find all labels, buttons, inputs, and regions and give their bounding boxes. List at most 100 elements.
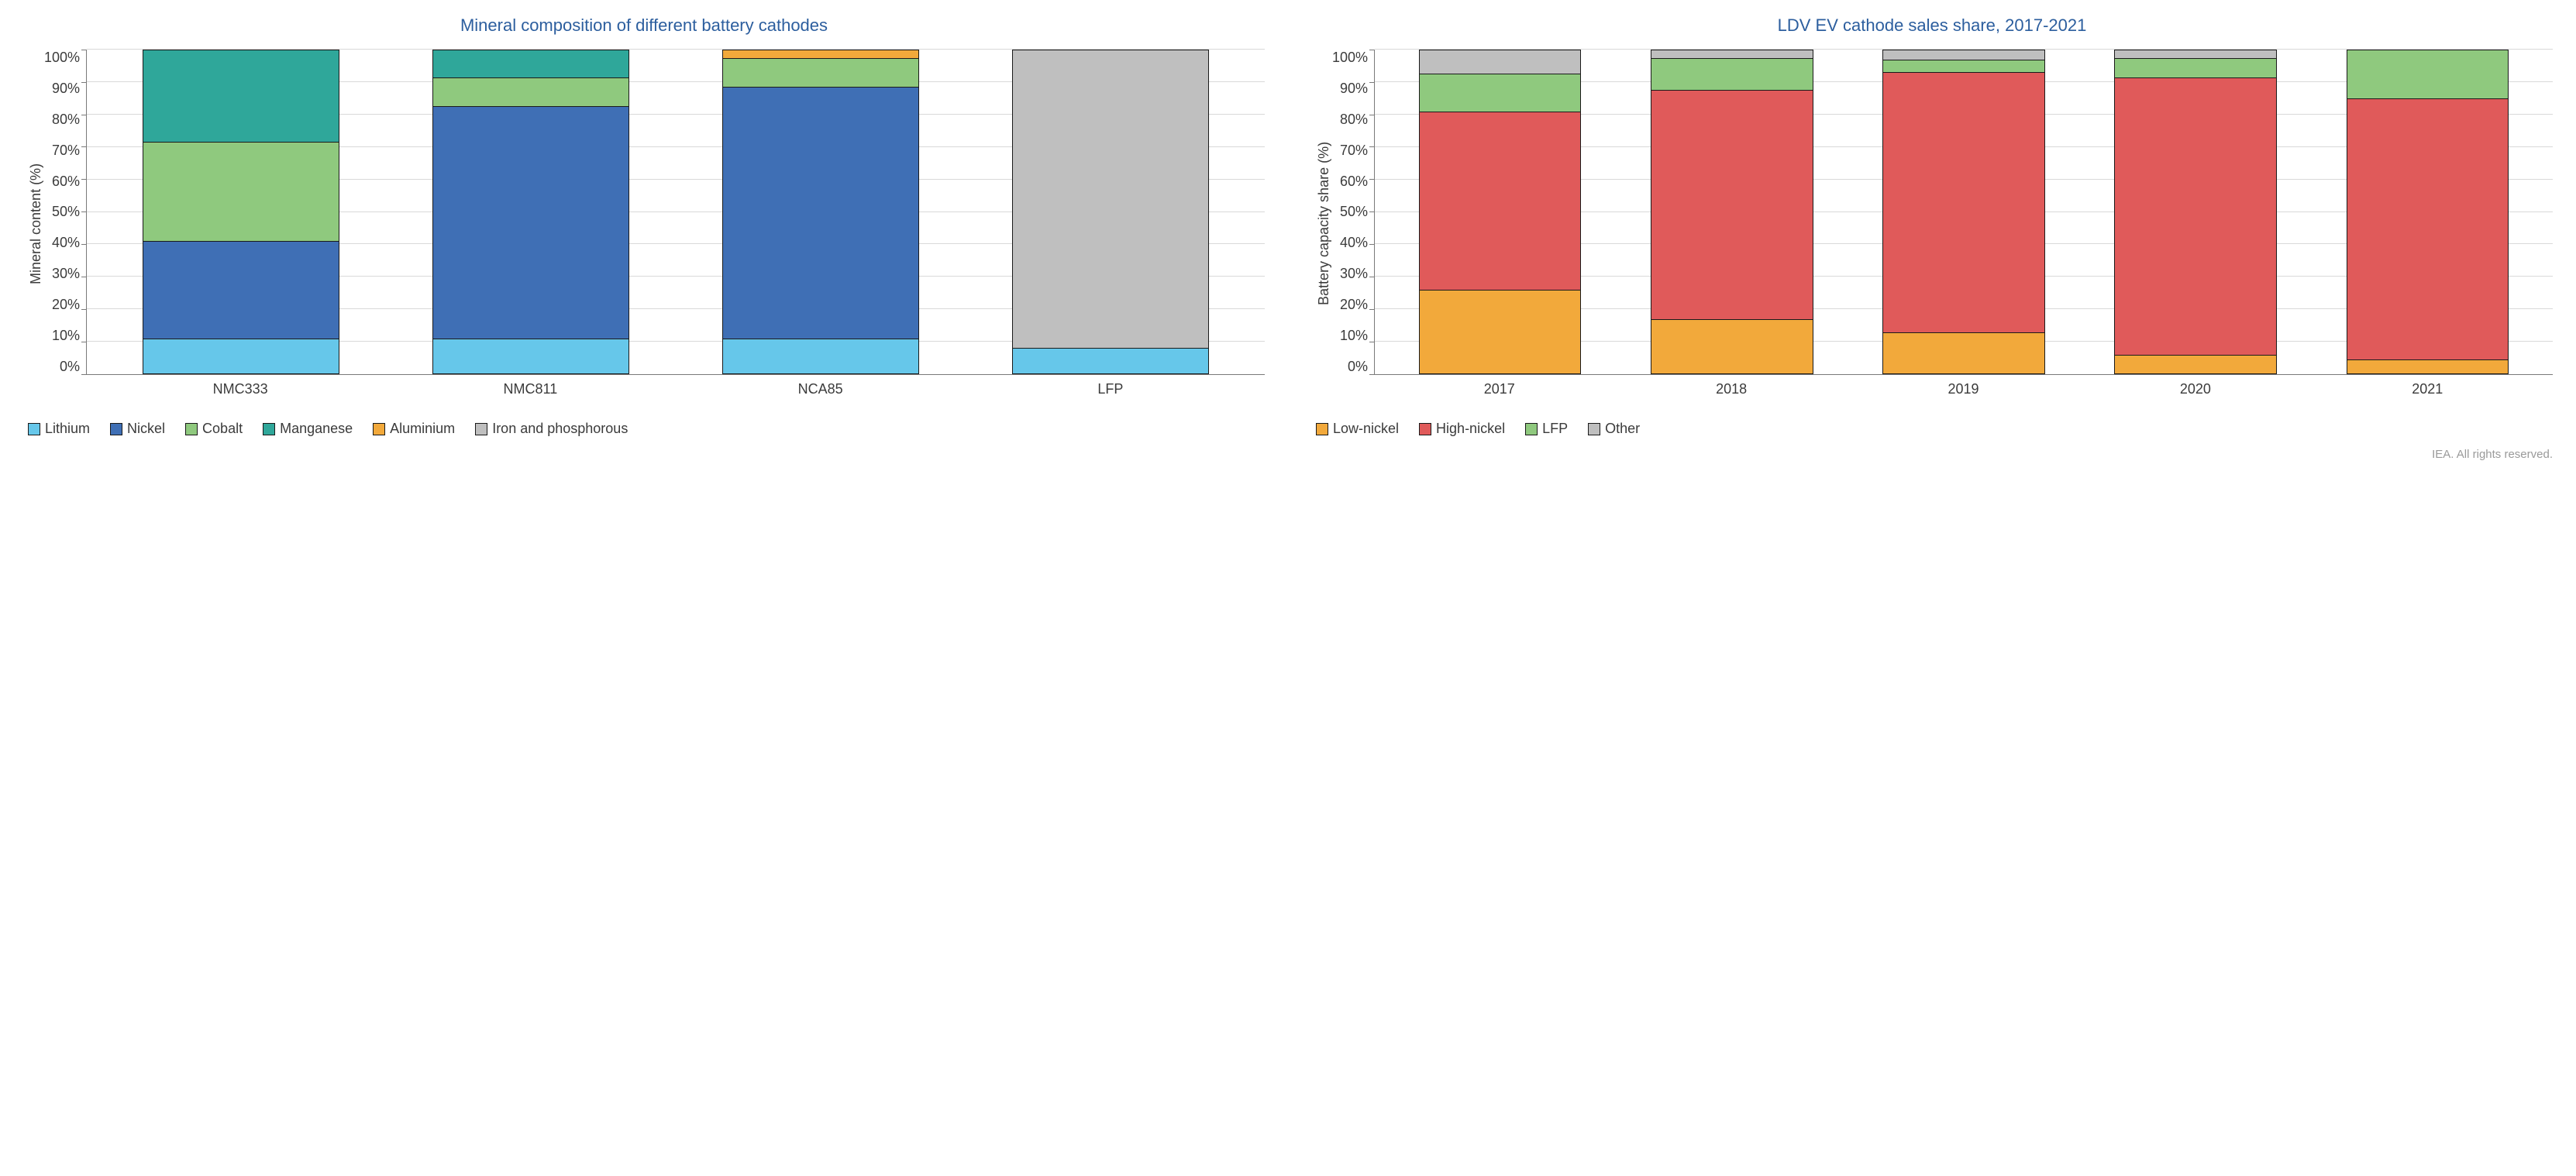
x-tick-label: 2017 <box>1418 381 1581 397</box>
bar <box>2114 50 2276 374</box>
left-chart-frame: Mineral content (%) 100%90%80%70%60%50%4… <box>23 50 1265 397</box>
y-tick-label: 0% <box>60 359 80 375</box>
bar <box>143 50 339 374</box>
y-tick-label: 90% <box>1340 81 1368 97</box>
bar-segment <box>1651 50 1813 57</box>
legend-item: LFP <box>1525 421 1568 437</box>
legend-item: Iron and phosphorous <box>475 421 628 437</box>
x-tick-label: LFP <box>1012 381 1209 397</box>
legend-label: LFP <box>1542 421 1568 437</box>
bar <box>1651 50 1813 374</box>
legend-swatch <box>110 423 122 435</box>
legend-item: High-nickel <box>1419 421 1505 437</box>
y-tick-label: 100% <box>1332 50 1368 66</box>
y-tick-label: 50% <box>52 204 80 220</box>
y-tick-mark <box>1369 82 1375 83</box>
bar <box>1882 50 2044 374</box>
y-tick-mark <box>81 374 87 375</box>
bar-segment <box>432 339 629 374</box>
y-tick-label: 60% <box>52 174 80 190</box>
bar-segment <box>1419 50 1581 74</box>
y-tick-label: 80% <box>52 112 80 128</box>
y-tick-label: 60% <box>1340 174 1368 190</box>
bar <box>1012 50 1209 374</box>
y-tick-mark <box>81 179 87 180</box>
legend-swatch <box>475 423 487 435</box>
y-tick-label: 10% <box>52 328 80 344</box>
right-x-axis: 20172018201920202021 <box>1374 375 2553 397</box>
right-plot-wrap: 20172018201920202021 <box>1374 50 2553 397</box>
left-plot <box>86 50 1265 375</box>
bar-segment <box>2114 355 2276 374</box>
bar <box>2347 50 2509 374</box>
bar-segment <box>1651 58 1813 91</box>
bar-segment <box>2347 50 2509 98</box>
x-tick-label: NCA85 <box>721 381 918 397</box>
y-tick-label: 40% <box>52 235 80 251</box>
legend-item: Manganese <box>263 421 353 437</box>
y-tick-mark <box>81 82 87 83</box>
y-tick-label: 50% <box>1340 204 1368 220</box>
bar-segment <box>1419 290 1581 374</box>
y-tick-mark <box>1369 309 1375 310</box>
legend-label: Nickel <box>127 421 165 437</box>
bar-segment <box>143 339 339 374</box>
left-chart: Mineral composition of different battery… <box>23 15 1265 437</box>
bar-segment <box>143 241 339 339</box>
legend-swatch <box>1419 423 1431 435</box>
x-tick-label: 2018 <box>1650 381 1813 397</box>
legend-label: Other <box>1605 421 1640 437</box>
legend-swatch <box>1316 423 1328 435</box>
bar-segment <box>2347 359 2509 374</box>
bar <box>1419 50 1581 374</box>
bar-segment <box>432 77 629 107</box>
bar-segment <box>2347 98 2509 359</box>
y-tick-label: 80% <box>1340 112 1368 128</box>
y-tick-mark <box>81 244 87 245</box>
y-tick-label: 30% <box>52 266 80 282</box>
y-tick-label: 70% <box>1340 143 1368 159</box>
bar-segment <box>2114 58 2276 77</box>
legend-swatch <box>28 423 40 435</box>
bar-segment <box>722 87 919 339</box>
legend-item: Low-nickel <box>1316 421 1399 437</box>
bar-segment <box>722 50 919 57</box>
left-legend: Lithium Nickel Cobalt Manganese Aluminium Iro… <box>23 421 1265 437</box>
bar-segment <box>432 50 629 77</box>
legend-label: Low-nickel <box>1333 421 1399 437</box>
legend-item: Lithium <box>28 421 90 437</box>
legend-label: Manganese <box>280 421 353 437</box>
y-tick-mark <box>1369 244 1375 245</box>
legend-swatch <box>263 423 275 435</box>
right-chart: LDV EV cathode sales share, 2017-2021 Ba… <box>1311 15 2553 437</box>
bar-segment <box>2114 50 2276 57</box>
bar <box>722 50 919 374</box>
left-chart-title: Mineral composition of different battery… <box>23 15 1265 36</box>
bar-segment <box>1882 50 2044 60</box>
legend-label: Lithium <box>45 421 90 437</box>
bar-segment <box>1651 319 1813 374</box>
legend-item: Aluminium <box>373 421 455 437</box>
y-tick-label: 10% <box>1340 328 1368 344</box>
bar-segment <box>1419 74 1581 111</box>
y-tick-label: 30% <box>1340 266 1368 282</box>
left-x-axis: NMC333NMC811NCA85LFP <box>86 375 1265 397</box>
y-tick-mark <box>81 211 87 212</box>
x-tick-label: 2021 <box>2347 381 2509 397</box>
y-tick-label: 20% <box>1340 297 1368 313</box>
bar-segment <box>1419 112 1581 290</box>
y-tick-label: 90% <box>52 81 80 97</box>
legend-item: Cobalt <box>185 421 243 437</box>
bar-segment <box>1012 348 1209 374</box>
legend-label: Aluminium <box>390 421 455 437</box>
bar-segment <box>1012 50 1209 348</box>
left-y-axis: 100%90%80%70%60%50%40%30%20%10%0% <box>44 50 86 375</box>
y-tick-mark <box>1369 211 1375 212</box>
x-tick-label: 2019 <box>1882 381 2045 397</box>
legend-label: Cobalt <box>202 421 243 437</box>
bar-segment <box>143 142 339 241</box>
bar <box>432 50 629 374</box>
bar-segment <box>1882 60 2044 73</box>
bar-segment <box>1882 332 2044 374</box>
y-tick-label: 40% <box>1340 235 1368 251</box>
